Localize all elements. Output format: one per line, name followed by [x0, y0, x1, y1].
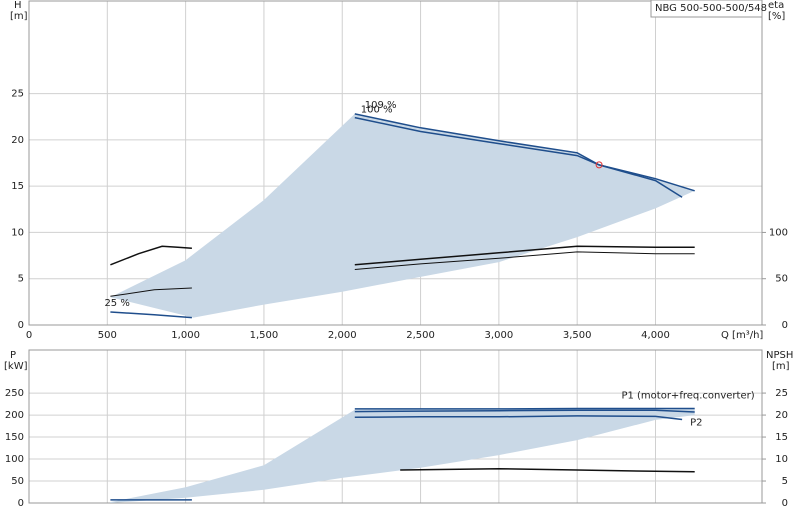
y-tick-label: 10	[11, 227, 24, 238]
y-tick-label: 5	[18, 274, 24, 285]
x-tick-label: 3,000	[485, 330, 514, 341]
y2-tick-label: 10	[775, 454, 788, 465]
curve	[110, 311, 192, 319]
y-tick-label: 15	[11, 181, 24, 192]
duty-point	[595, 161, 603, 169]
curve-label: 100 %	[361, 105, 393, 116]
y2-tick-label: 0	[782, 498, 788, 509]
y2-tick-label: 15	[775, 432, 788, 443]
x-axis-label: Q [m³/h]	[721, 330, 763, 341]
y-axis-unit: [m]	[10, 11, 28, 22]
y2-axis-unit: [%]	[768, 11, 785, 22]
curve-label: 109 %	[365, 100, 397, 111]
y2-tick-label: 5	[782, 476, 788, 487]
y2-tick-label: 20	[775, 410, 788, 421]
y-tick-label: 200	[5, 410, 24, 421]
x-tick-label: 3,500	[563, 330, 592, 341]
y-tick-label: 0	[18, 498, 24, 509]
y2-tick-label: 100	[769, 227, 788, 238]
y2-tick-label: 0	[782, 320, 788, 331]
curve-label: 25 %	[104, 298, 129, 309]
plot-frame	[28, 0, 763, 326]
curve	[354, 251, 695, 270]
y2-axis-unit: [m]	[772, 361, 790, 372]
x-tick-label: 1,000	[171, 330, 200, 341]
y-tick-label: 0	[18, 320, 24, 331]
title-box	[650, 0, 763, 18]
x-tick-label: 2,000	[328, 330, 357, 341]
y-axis-label: H	[14, 0, 22, 11]
plot-frame	[28, 349, 763, 504]
curve	[354, 245, 695, 266]
y-tick-label: 25	[11, 89, 24, 100]
operating-range	[110, 408, 695, 503]
y-tick-label: 50	[11, 476, 24, 487]
y-axis-label: P	[10, 350, 16, 361]
y-tick-label: 100	[5, 454, 24, 465]
y-tick-label: 250	[5, 388, 24, 399]
y-tick-label: 150	[5, 432, 24, 443]
curve	[110, 245, 192, 266]
curve	[354, 113, 695, 192]
x-tick-label: 1,500	[250, 330, 279, 341]
x-tick-label: 0	[26, 330, 32, 341]
curve-label: P1 (motor+freq.converter)	[621, 390, 754, 401]
curve	[354, 415, 683, 421]
x-tick-label: 2,500	[406, 330, 435, 341]
curve	[400, 467, 695, 473]
curve	[354, 409, 695, 413]
curve-label: P2	[690, 417, 702, 428]
y2-axis-label: eta	[768, 0, 784, 11]
chart-title: NBG 500-500-500/548	[655, 3, 767, 14]
y2-axis-label: NPSH	[766, 350, 793, 361]
y-tick-label: 20	[11, 135, 24, 146]
x-tick-label: 500	[98, 330, 117, 341]
operating-range	[110, 113, 695, 318]
curve	[354, 116, 683, 198]
y-axis-unit: [kW]	[4, 361, 28, 372]
y2-tick-label: 50	[775, 274, 788, 285]
curve	[110, 287, 192, 297]
x-tick-label: 4,000	[641, 330, 670, 341]
y2-tick-label: 25	[775, 388, 788, 399]
